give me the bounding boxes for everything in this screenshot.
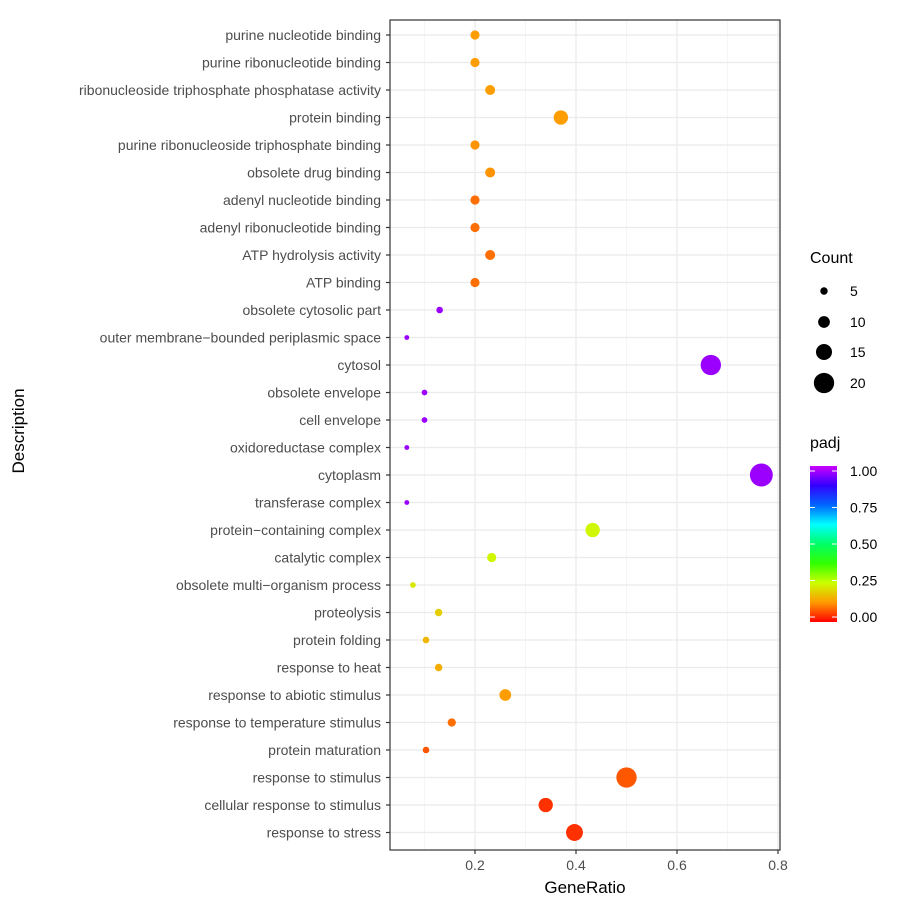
data-point	[485, 249, 496, 261]
x-tick-label: 0.2	[465, 857, 485, 873]
y-tick-label: protein binding	[289, 110, 381, 126]
y-tick-label: purine ribonucleotide binding	[202, 55, 381, 71]
data-point	[566, 824, 583, 841]
y-tick-label: catalytic complex	[274, 550, 381, 566]
data-point	[410, 582, 416, 588]
data-point	[421, 389, 428, 396]
y-tick-label: response to stimulus	[253, 770, 381, 786]
data-point	[487, 552, 497, 563]
y-tick-label: protein maturation	[268, 742, 381, 758]
minor-gridlines	[424, 20, 728, 850]
data-point	[749, 463, 773, 487]
data-point	[421, 417, 428, 423]
data-point	[470, 30, 480, 40]
data-point	[422, 636, 430, 644]
data-points	[404, 30, 773, 841]
y-tick-label: obsolete multi−organism process	[176, 577, 381, 593]
data-point	[499, 689, 512, 701]
count-legend-label: 20	[850, 375, 866, 391]
data-point	[470, 140, 480, 150]
y-tick-label: ATP hydrolysis activity	[242, 247, 381, 263]
y-tick-label: proteolysis	[314, 605, 381, 621]
data-point	[700, 354, 722, 376]
data-point	[447, 718, 456, 727]
padj-legend-title: padj	[810, 435, 840, 452]
x-tick-label: 0.6	[667, 857, 687, 873]
count-legend-label: 5	[850, 283, 858, 299]
y-axis-title: Description	[9, 388, 28, 473]
y-tick-label: oxidoreductase complex	[230, 440, 381, 456]
data-point	[470, 195, 480, 205]
panel-border	[389, 19, 781, 851]
data-point	[434, 608, 443, 617]
y-tick-label: response to heat	[277, 660, 381, 676]
data-point	[470, 222, 480, 233]
data-point	[616, 767, 637, 788]
y-tick-label: obsolete drug binding	[247, 165, 381, 181]
y-axis: purine nucleotide binding purine ribonucl…	[79, 27, 390, 841]
data-point	[404, 335, 410, 340]
x-axis-title: GeneRatio	[544, 878, 625, 897]
data-point	[436, 306, 443, 314]
y-tick-label: response to stress	[267, 825, 381, 841]
count-legend-label: 10	[850, 314, 866, 330]
x-tick-label: 0.8	[768, 857, 788, 873]
data-point	[422, 746, 430, 754]
data-point	[553, 110, 569, 125]
y-tick-label: response to temperature stimulus	[173, 715, 381, 731]
y-tick-label: cellular response to stimulus	[204, 797, 381, 813]
data-point	[585, 522, 600, 538]
data-point	[538, 797, 553, 813]
y-tick-label: protein folding	[293, 632, 381, 648]
count-legend-key	[820, 287, 828, 295]
x-axis: 0.2 0.4 0.6 0.8	[465, 850, 788, 873]
y-tick-label: ATP binding	[306, 275, 381, 291]
y-tick-label: adenyl ribonucleotide binding	[200, 220, 381, 236]
data-point	[485, 84, 496, 96]
padj-legend-label: 0.00	[850, 609, 877, 625]
y-tick-label: ribonucleoside triphosphate phosphatase …	[79, 82, 381, 98]
x-tick-label: 0.4	[566, 857, 586, 873]
data-point	[470, 57, 480, 68]
padj-legend-label: 1.00	[850, 463, 877, 479]
padj-legend-label: 0.50	[850, 536, 877, 552]
padj-legend: padj 1.00 0.75 0.50 0.25 0.00	[810, 435, 877, 625]
panel-background	[390, 20, 780, 850]
y-tick-label: cytoplasm	[318, 467, 381, 483]
count-legend-title: Count	[810, 250, 853, 267]
data-point	[404, 445, 410, 450]
y-tick-label: purine ribonucleoside triphosphate bindi…	[118, 137, 381, 153]
count-legend: Count 5 10 15 20	[810, 250, 866, 394]
y-tick-label: transferase complex	[255, 495, 381, 511]
y-tick-label: protein−containing complex	[210, 522, 381, 538]
data-point	[404, 500, 410, 505]
count-legend-key	[813, 372, 835, 394]
count-legend-label: 15	[850, 344, 866, 360]
count-legend-key	[818, 316, 830, 328]
y-tick-label: adenyl nucleotide binding	[223, 192, 381, 208]
y-tick-label: purine nucleotide binding	[225, 27, 381, 43]
padj-legend-label: 0.75	[850, 500, 877, 516]
major-gridlines	[390, 20, 780, 850]
y-tick-label: outer membrane−bounded periplasmic space	[100, 330, 382, 346]
y-tick-label: response to abiotic stimulus	[208, 687, 381, 703]
data-point	[485, 167, 496, 178]
y-tick-label: cytosol	[337, 357, 381, 373]
y-tick-label: obsolete envelope	[267, 385, 381, 401]
count-legend-key	[815, 343, 833, 361]
y-tick-label: cell envelope	[299, 412, 381, 428]
y-tick-label: obsolete cytosolic part	[242, 302, 381, 318]
data-point	[434, 663, 443, 672]
data-point	[470, 277, 480, 288]
padj-legend-label: 0.25	[850, 573, 877, 589]
